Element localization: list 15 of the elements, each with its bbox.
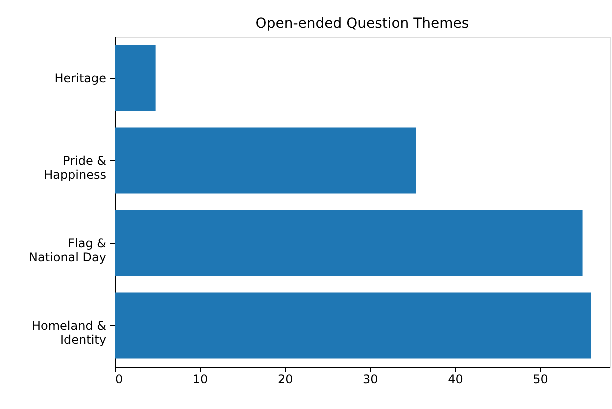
y-tick-label: Pride & Happiness: [44, 154, 106, 182]
bar: [115, 292, 592, 359]
y-tick-label: Flag & National Day: [28, 236, 106, 264]
x-tick-label: 30: [363, 372, 378, 386]
bar: [115, 45, 156, 112]
x-tick-label: 20: [278, 372, 294, 386]
bar: [115, 210, 583, 276]
x-tick-label: 0: [116, 372, 124, 386]
y-tick-label: Heritage: [54, 71, 106, 86]
chart-title: Open-ended Question Themes: [256, 16, 470, 32]
x-tick-label: 50: [533, 372, 548, 386]
bar: [115, 128, 416, 194]
y-tick-label: Homeland & Identity: [32, 318, 106, 347]
x-tick-label: 10: [192, 372, 208, 386]
x-tick-label: 40: [448, 372, 464, 386]
